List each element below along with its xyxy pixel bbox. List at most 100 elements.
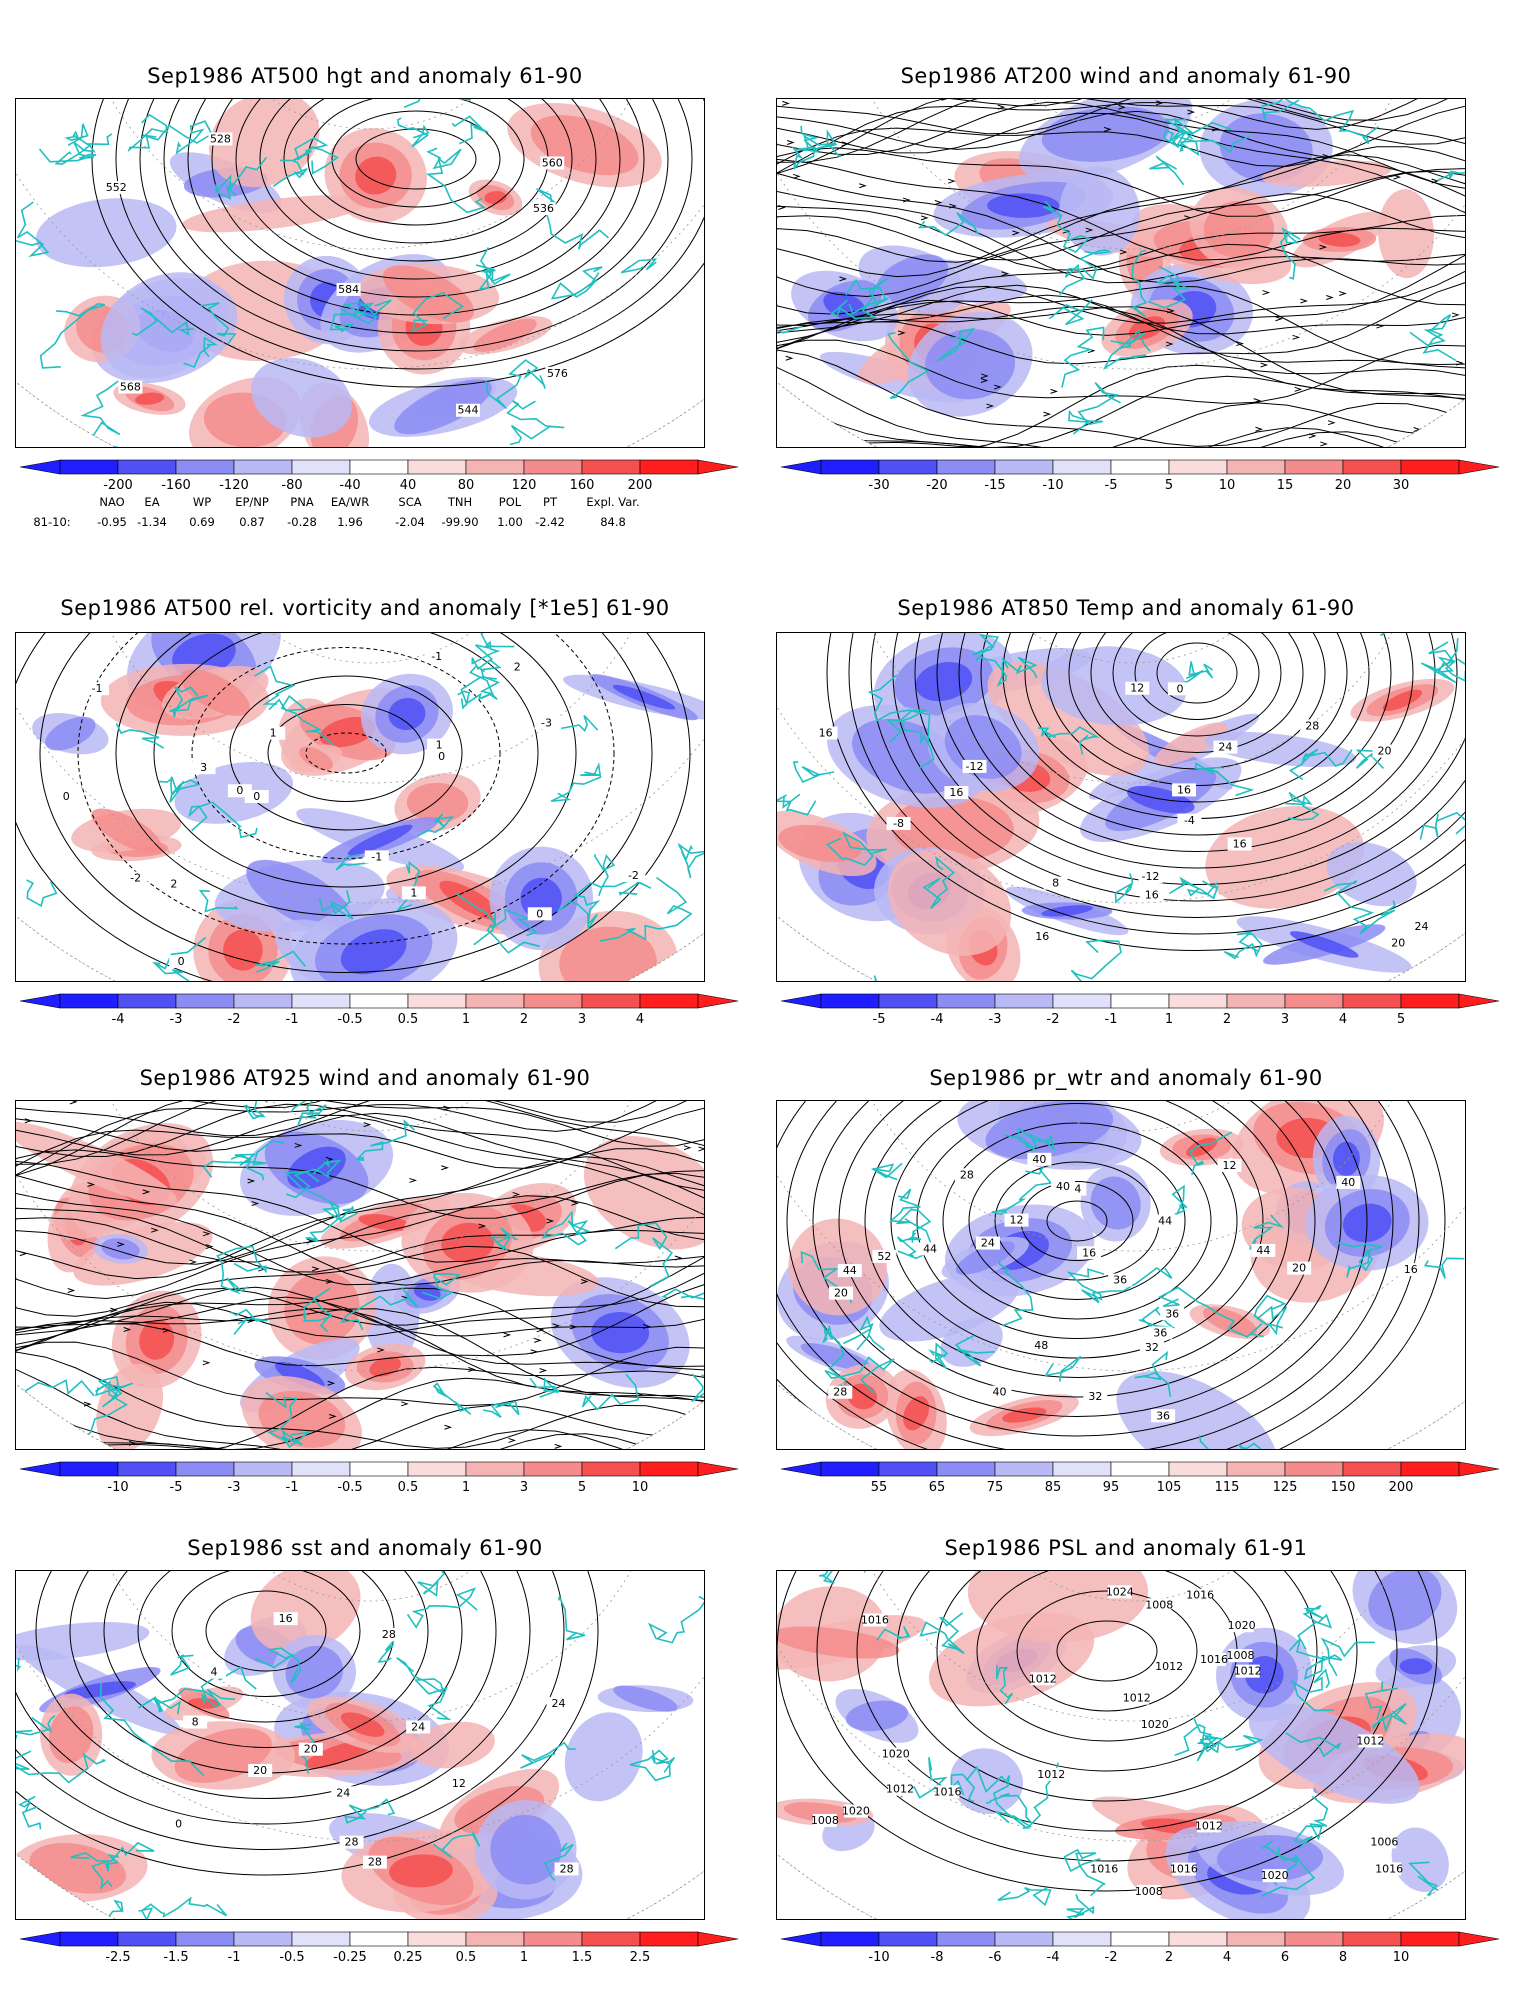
contour-label: 24 xyxy=(1218,741,1232,754)
contour-label: 560 xyxy=(542,157,563,170)
colorbar-swatch xyxy=(1168,1931,1228,1947)
colorbar-swatch xyxy=(878,993,938,1009)
colorbar-min-arrow xyxy=(780,993,822,1009)
colorbar-tick-label: -160 xyxy=(161,478,191,493)
teleconnection-header: NAO xyxy=(99,495,125,509)
colorbar-swatch xyxy=(1168,459,1228,475)
colorbar-tick-label: -120 xyxy=(219,478,249,493)
colorbar-swatch xyxy=(59,1461,119,1477)
map-p2 xyxy=(776,98,1466,448)
contour-label: -12 xyxy=(966,760,984,773)
contour-label: 28 xyxy=(960,1168,974,1181)
coastlines xyxy=(16,99,658,447)
contour-label: 28 xyxy=(368,1856,382,1869)
colorbar-swatch xyxy=(117,1931,177,1947)
colorbar-tick-label: 120 xyxy=(511,478,537,493)
colorbar-swatch xyxy=(233,1931,293,1947)
contour-label: 8 xyxy=(192,1716,199,1729)
colorbar-tick-label: -4 xyxy=(111,1012,125,1027)
contour-label: 1016 xyxy=(933,1785,961,1798)
colorbar-swatch xyxy=(639,459,699,475)
colorbar-tick-label: 3 xyxy=(519,1480,529,1495)
contour-label: 20 xyxy=(1391,936,1405,949)
map-p8: 1012 1016 1012 1016 1012 1020 1020 1008 1016 1012… xyxy=(776,1570,1466,1920)
colorbar-swatch xyxy=(1168,993,1228,1009)
colorbar-swatch xyxy=(291,1461,351,1477)
contour-label: -1 xyxy=(371,850,382,863)
contour-label: 568 xyxy=(120,380,141,393)
teleconnection-value: 1.00 xyxy=(497,515,523,529)
colorbar-swatch xyxy=(1226,1931,1286,1947)
colorbar-tick-label: 85 xyxy=(1044,1480,1062,1495)
colorbar-swatch xyxy=(349,993,409,1009)
colorbar-swatch xyxy=(1342,1461,1402,1477)
contour-label: 0 xyxy=(236,784,243,797)
teleconnection-header: TNH xyxy=(447,495,473,509)
teleconnection-value: -0.28 xyxy=(287,515,317,529)
colorbar-tick-label: 3 xyxy=(577,1012,587,1027)
colorbar-tick-label: 8 xyxy=(1338,1950,1348,1965)
colorbar-min-arrow xyxy=(780,1931,822,1947)
contour-label: -8 xyxy=(893,817,904,830)
colorbar-swatch xyxy=(994,459,1054,475)
colorbar-tick-label: 0.5 xyxy=(397,1480,419,1495)
colorbar-swatch xyxy=(291,993,351,1009)
contour-label: 536 xyxy=(533,202,554,215)
colorbar-min-arrow xyxy=(19,1931,61,1947)
colorbar-tick-label: -6 xyxy=(988,1950,1002,1965)
colorbar-swatch xyxy=(407,459,467,475)
colorbar-tick-label: 1 xyxy=(519,1950,529,1965)
contour-label: 1016 xyxy=(1375,1862,1403,1875)
colorbar-tick-label: -5 xyxy=(1104,478,1118,493)
colorbar-swatch xyxy=(994,993,1054,1009)
coastlines xyxy=(26,633,704,981)
teleconnection-value: 84.8 xyxy=(600,515,626,529)
colorbar-swatch xyxy=(59,459,119,475)
contour-label: 1012 xyxy=(1037,1768,1065,1781)
colorbar-swatch xyxy=(820,459,880,475)
contour-label: 0 xyxy=(438,750,445,763)
colorbar-swatch xyxy=(820,993,880,1009)
contour-label: 1008 xyxy=(1226,1649,1254,1662)
teleconnection-value: 0.69 xyxy=(189,515,215,529)
colorbar-tick-label: 2 xyxy=(519,1012,529,1027)
map-p7: 24 28 28 20 16 12 8 4 0 24 24 28 28 20 xyxy=(15,1570,705,1920)
colorbar-max-arrow xyxy=(1458,993,1500,1009)
colorbar-swatch xyxy=(59,1931,119,1947)
colorbar-swatch xyxy=(1110,993,1170,1009)
contour-label: -1 xyxy=(431,650,442,663)
contour-label: 20 xyxy=(834,1287,848,1300)
lat-lon-grid xyxy=(777,633,1465,981)
contour-label: 1012 xyxy=(886,1783,914,1796)
colorbar-tick-label: -8 xyxy=(930,1950,944,1965)
colorbar-tick-label: 20 xyxy=(1334,478,1352,493)
contour-label: 0 xyxy=(1176,682,1183,695)
map-p3: 0 0 0 0 0 0 -1 -1 -1 1 1 1 2 2 -2 -2 3 -3 xyxy=(15,632,705,982)
teleconnection-header: Expl. Var. xyxy=(586,495,640,509)
contour-label: 2 xyxy=(170,878,177,891)
contour-label: 1008 xyxy=(1135,1885,1163,1898)
colorbar-tick-label: 5 xyxy=(1396,1012,1406,1027)
teleconnection-header: EA/WR xyxy=(330,495,370,509)
teleconnection-header: EP/NP xyxy=(235,495,269,509)
contour-label: 16 xyxy=(279,1612,293,1625)
colorbar-tick-label: 2 xyxy=(1164,1950,1174,1965)
colorbar-tick-label: -0.5 xyxy=(337,1480,363,1495)
colorbar-swatch xyxy=(407,1931,467,1947)
teleconnection-header: PNA xyxy=(290,495,314,509)
colorbar-min-arrow xyxy=(780,1461,822,1477)
contour-label: 1016 xyxy=(1200,1653,1228,1666)
colorbar-swatch xyxy=(1110,1461,1170,1477)
map-p6: 4448364052441216202428323640443632282420… xyxy=(776,1100,1466,1450)
contour-label: 24 xyxy=(551,1697,565,1710)
teleconnection-value: -2.42 xyxy=(535,515,565,529)
contour-label: 1012 xyxy=(1123,1692,1151,1705)
panel-title: Sep1986 AT850 Temp and anomaly 61-90 xyxy=(897,596,1355,620)
colorbar-swatch xyxy=(878,1931,938,1947)
colorbar-swatch xyxy=(1052,1461,1112,1477)
teleconnection-header: SCA xyxy=(398,495,422,509)
contour-label: 1016 xyxy=(1170,1863,1198,1876)
colorbar-min-arrow xyxy=(780,459,822,475)
map-p1: 528 536 544 552 560 568 576 584 xyxy=(15,98,705,448)
colorbar-swatch xyxy=(291,459,351,475)
